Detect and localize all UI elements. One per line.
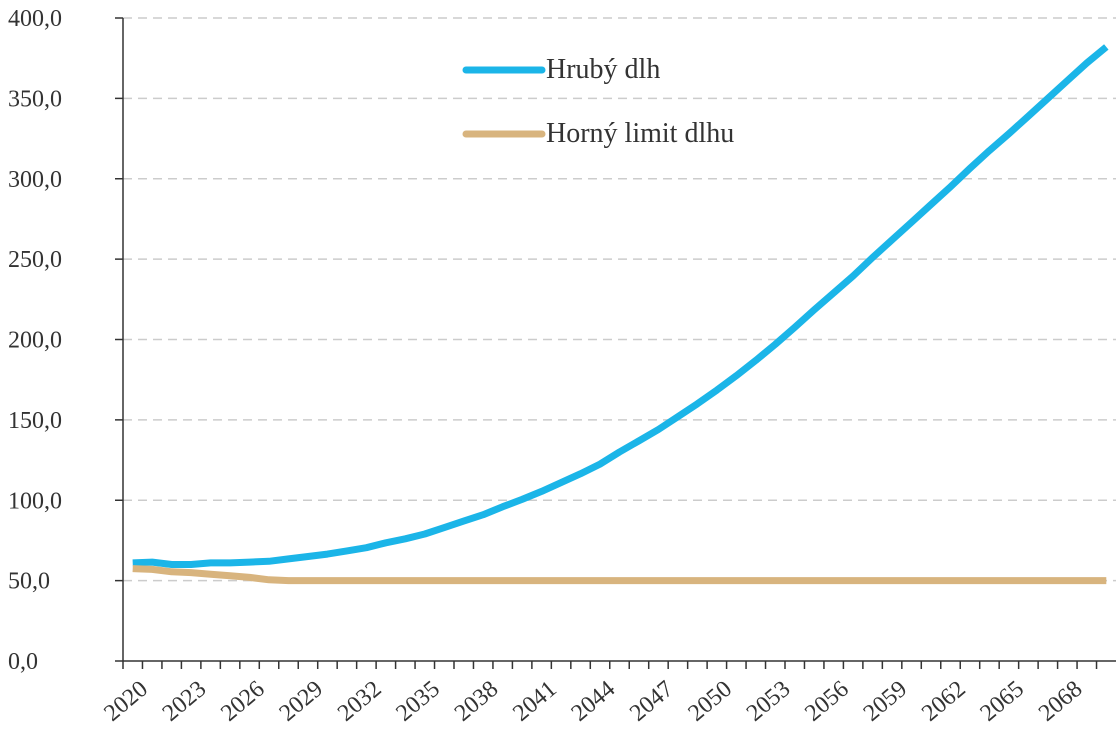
x-tick-label: 2068 bbox=[1034, 676, 1087, 727]
x-tick-label: 2047 bbox=[625, 676, 678, 727]
y-tick-label: 0,0 bbox=[8, 649, 38, 675]
y-tick-label: 200,0 bbox=[8, 328, 62, 354]
x-tick-label: 2023 bbox=[158, 676, 211, 727]
y-tick-label: 150,0 bbox=[8, 408, 62, 434]
x-tick-label: 2038 bbox=[450, 676, 503, 727]
series-line bbox=[132, 565, 1107, 585]
y-tick-label: 350,0 bbox=[8, 86, 62, 112]
x-tick-label: 2050 bbox=[684, 676, 737, 727]
x-tick-label: 2059 bbox=[859, 676, 912, 727]
legend-label: Horný limit dlhu bbox=[546, 118, 734, 149]
y-tick-label: 100,0 bbox=[8, 488, 62, 514]
x-tick-label: 2041 bbox=[508, 676, 561, 727]
series-line bbox=[132, 44, 1109, 568]
y-tick-label: 250,0 bbox=[8, 247, 62, 273]
x-tick-label: 2056 bbox=[800, 676, 853, 727]
y-tick-label: 50,0 bbox=[8, 569, 50, 595]
x-tick-label: 2053 bbox=[742, 676, 795, 727]
x-tick-label: 2020 bbox=[99, 676, 152, 727]
x-tick-label: 2062 bbox=[917, 676, 970, 727]
x-tick-label: 2029 bbox=[275, 676, 328, 727]
x-tick-label: 2065 bbox=[976, 676, 1029, 727]
y-tick-label: 400,0 bbox=[8, 6, 62, 32]
x-tick-label: 2032 bbox=[333, 676, 386, 727]
x-tick-label: 2044 bbox=[567, 676, 620, 727]
x-tick-label: 2026 bbox=[216, 676, 269, 727]
y-tick-label: 300,0 bbox=[8, 167, 62, 193]
x-tick-label: 2035 bbox=[391, 676, 444, 727]
legend-label: Hrubý dlh bbox=[546, 54, 660, 85]
